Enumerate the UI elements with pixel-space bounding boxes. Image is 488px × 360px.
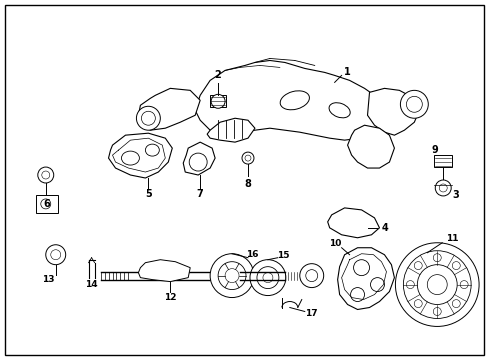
- Bar: [36, 195, 58, 213]
- Circle shape: [370, 278, 384, 292]
- Text: 9: 9: [431, 145, 438, 155]
- Polygon shape: [337, 248, 394, 310]
- Circle shape: [211, 94, 224, 108]
- Circle shape: [413, 262, 421, 270]
- Circle shape: [413, 300, 421, 307]
- Circle shape: [400, 90, 427, 118]
- Circle shape: [242, 152, 253, 164]
- Circle shape: [432, 307, 440, 315]
- Ellipse shape: [145, 144, 159, 156]
- Ellipse shape: [280, 91, 309, 110]
- Text: 8: 8: [244, 179, 251, 189]
- Polygon shape: [183, 142, 215, 175]
- Circle shape: [41, 199, 51, 209]
- Circle shape: [451, 262, 459, 270]
- Polygon shape: [108, 133, 172, 178]
- Circle shape: [305, 270, 317, 282]
- Text: 3: 3: [452, 190, 459, 200]
- Polygon shape: [195, 60, 388, 140]
- Circle shape: [406, 96, 422, 112]
- Circle shape: [210, 254, 253, 298]
- Text: 11: 11: [445, 234, 458, 243]
- Text: 13: 13: [42, 275, 55, 284]
- Circle shape: [432, 254, 440, 262]
- Circle shape: [416, 265, 456, 305]
- Circle shape: [395, 243, 478, 327]
- Circle shape: [46, 245, 65, 265]
- Polygon shape: [347, 125, 394, 168]
- Circle shape: [353, 260, 369, 276]
- Polygon shape: [367, 88, 419, 135]
- Bar: [210, 95, 225, 107]
- Ellipse shape: [328, 103, 349, 118]
- Circle shape: [427, 275, 447, 294]
- Circle shape: [299, 264, 323, 288]
- Polygon shape: [138, 260, 190, 282]
- Text: 10: 10: [329, 239, 341, 248]
- Circle shape: [224, 269, 239, 283]
- Circle shape: [451, 300, 459, 307]
- Circle shape: [218, 262, 245, 289]
- Bar: [433, 155, 451, 167]
- Circle shape: [244, 155, 250, 161]
- Text: 6: 6: [43, 199, 50, 209]
- Polygon shape: [327, 208, 379, 238]
- Circle shape: [141, 111, 155, 125]
- Text: 17: 17: [305, 309, 317, 318]
- Circle shape: [406, 280, 413, 289]
- Circle shape: [459, 280, 467, 289]
- Text: 7: 7: [196, 189, 203, 199]
- Text: 12: 12: [163, 293, 176, 302]
- Circle shape: [350, 288, 364, 302]
- Text: 5: 5: [145, 189, 151, 199]
- Text: 1: 1: [344, 67, 350, 77]
- Ellipse shape: [121, 151, 139, 165]
- Circle shape: [249, 260, 285, 296]
- Circle shape: [38, 167, 54, 183]
- Circle shape: [434, 180, 450, 196]
- Circle shape: [403, 251, 470, 319]
- Circle shape: [51, 250, 61, 260]
- Circle shape: [189, 153, 207, 171]
- Text: 4: 4: [381, 223, 388, 233]
- Text: 14: 14: [85, 280, 98, 289]
- Circle shape: [136, 106, 160, 130]
- Text: 2: 2: [214, 71, 221, 80]
- Polygon shape: [138, 88, 200, 130]
- Polygon shape: [207, 118, 254, 142]
- Circle shape: [41, 171, 50, 179]
- Circle shape: [263, 273, 272, 283]
- Circle shape: [438, 184, 447, 192]
- Circle shape: [256, 267, 278, 289]
- Text: 15: 15: [276, 251, 288, 260]
- Text: 16: 16: [245, 250, 258, 259]
